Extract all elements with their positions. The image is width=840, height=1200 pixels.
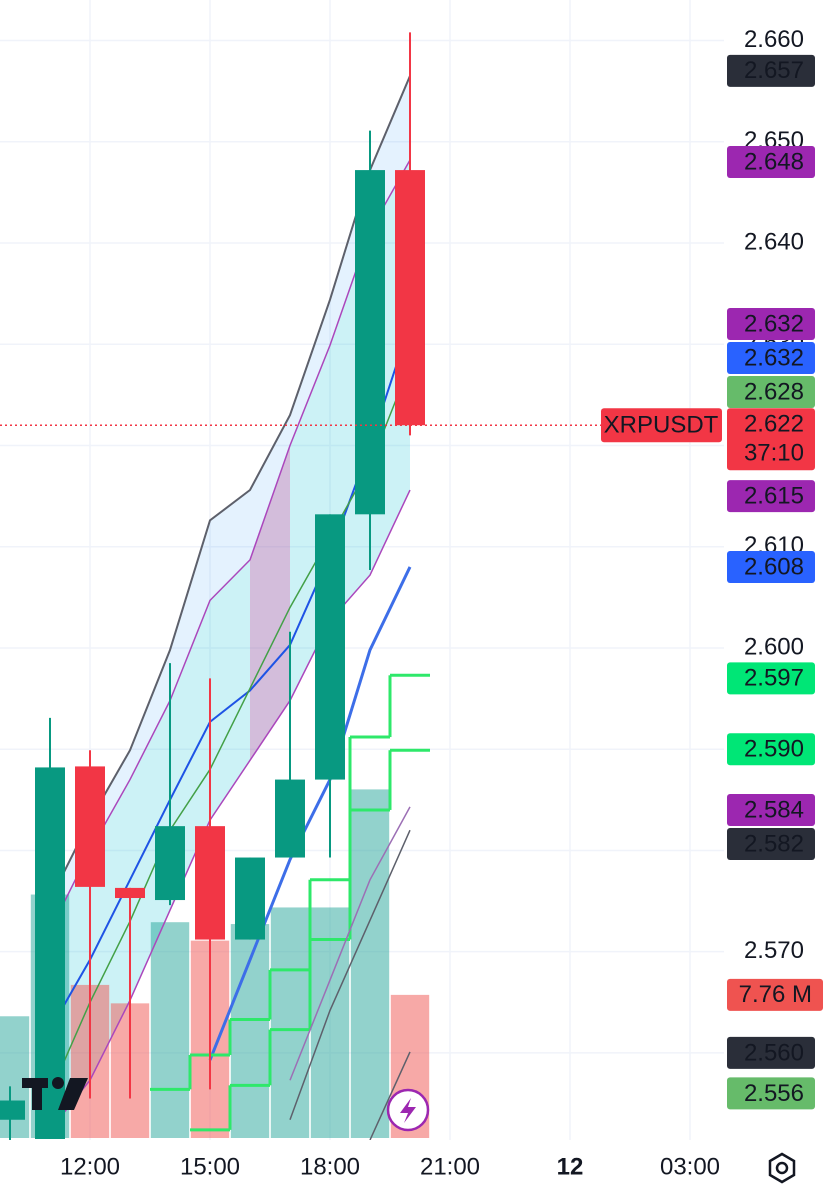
lightning-icon[interactable]	[386, 1088, 430, 1132]
indicator-line	[208, 566, 412, 1061]
candle-body	[395, 170, 425, 426]
x-tick-label: 15:00	[180, 1153, 240, 1180]
last-price-label: 2.622	[744, 411, 804, 438]
indicator-line	[369, 1051, 411, 1140]
price-badge-label: 2.597	[744, 665, 804, 692]
indicator-line	[49, 489, 411, 1131]
price-badge	[727, 827, 815, 860]
time-axis: 12:00 15:00 18:00 21:00 12 03:00	[60, 1153, 720, 1180]
price-badge-label: 2.648	[744, 148, 804, 175]
price-badge	[727, 1077, 815, 1110]
price-axis: 2.5602.5702.5802.5902.6002.6102.6202.630…	[601, 26, 823, 1110]
symbol-label: XRPUSDT	[604, 412, 719, 439]
candle-body	[115, 887, 145, 899]
countdown-label: 37:10	[744, 440, 804, 467]
price-badge	[727, 733, 815, 766]
candle-body	[195, 826, 225, 940]
price-badge-label: 2.582	[744, 830, 804, 857]
y-tick-label: 2.600	[744, 633, 804, 660]
indicator-line	[49, 75, 411, 901]
x-tick-label: 21:00	[420, 1153, 480, 1180]
price-badge	[727, 550, 815, 583]
y-tick-label: 2.660	[744, 26, 804, 53]
volume-badge	[727, 978, 823, 1011]
indicator-line	[289, 806, 411, 1081]
symbol-badge	[601, 408, 722, 443]
indicator-line	[49, 159, 411, 931]
volume-bar	[310, 907, 350, 1138]
price-badge-label: 2.632	[744, 310, 804, 337]
candle-body	[275, 779, 305, 858]
price-badge	[727, 54, 815, 87]
last-price-badge	[727, 408, 815, 471]
candle-body	[355, 170, 385, 515]
price-badge-label: 2.628	[744, 378, 804, 405]
volume-badge-label: 7.76 M	[739, 981, 812, 1008]
candle-body	[235, 857, 265, 940]
price-badge-label: 2.556	[744, 1080, 804, 1107]
band-fill	[250, 445, 290, 761]
settings-icon[interactable]	[768, 1152, 796, 1184]
indicator-line	[289, 829, 411, 1121]
x-tick-label: 03:00	[660, 1153, 720, 1180]
price-badge	[727, 307, 815, 340]
volume-bar	[270, 907, 310, 1138]
y-tick-label: 2.640	[744, 228, 804, 255]
price-badge-label: 2.590	[744, 736, 804, 763]
price-badge	[727, 375, 815, 408]
price-badge	[727, 662, 815, 695]
price-badge-label: 2.632	[744, 344, 804, 371]
price-badge	[727, 145, 815, 178]
price-badge-label: 2.560	[744, 1039, 804, 1066]
volume-bar	[350, 789, 390, 1138]
price-badge	[727, 793, 815, 826]
candle-body	[75, 766, 105, 887]
candle-body	[35, 767, 65, 1139]
x-tick-label: 12	[557, 1153, 584, 1180]
price-badge	[727, 480, 815, 513]
price-badge-label: 2.608	[744, 553, 804, 580]
x-tick-label: 12:00	[60, 1153, 120, 1180]
price-badge	[727, 1036, 815, 1069]
price-badge-label: 2.584	[744, 796, 804, 823]
price-badge-label: 2.657	[744, 57, 804, 84]
indicator-line	[49, 364, 411, 1094]
tradingview-logo	[22, 1077, 88, 1110]
y-tick-label: 2.570	[744, 937, 804, 964]
x-tick-label: 18:00	[300, 1153, 360, 1180]
volume-bar	[150, 922, 190, 1138]
price-badge	[727, 341, 815, 374]
plot-area	[0, 32, 724, 1140]
candle-body	[0, 1100, 25, 1120]
price-badge-label: 2.615	[744, 482, 804, 509]
candle-body	[315, 514, 345, 780]
candle-body	[155, 826, 185, 901]
band-fill	[50, 159, 410, 1130]
